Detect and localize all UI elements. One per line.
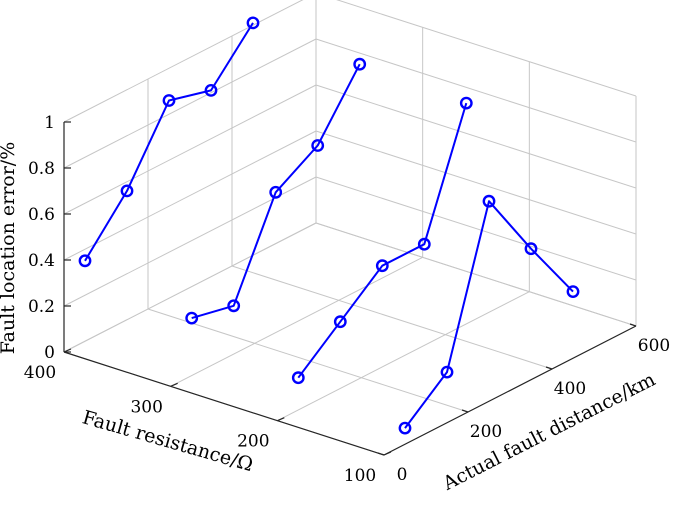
grid-layer xyxy=(63,0,637,456)
data-point xyxy=(417,237,431,251)
grid-line xyxy=(315,38,637,143)
data-point xyxy=(204,84,218,97)
grid-line xyxy=(63,130,317,261)
x-tick-mark xyxy=(377,452,385,456)
data-point xyxy=(246,16,260,30)
z-tick-label: 0.8 xyxy=(28,159,55,179)
z-tick-label: 0.2 xyxy=(28,297,55,317)
data-point xyxy=(440,365,454,379)
x-axis-line xyxy=(383,325,637,456)
data-point xyxy=(311,139,325,152)
grid-line xyxy=(315,222,637,327)
series-layer xyxy=(78,16,580,435)
grid-line xyxy=(231,265,553,370)
x-tick-label: 0 xyxy=(397,465,408,485)
grid-line xyxy=(336,0,637,97)
x-tick-label: 200 xyxy=(470,422,502,442)
y-tick-label: 200 xyxy=(237,432,269,452)
data-point xyxy=(566,285,580,298)
data-point xyxy=(353,57,367,71)
data-point xyxy=(524,242,538,256)
data-point xyxy=(398,421,412,435)
series-resistance-100 xyxy=(398,194,580,435)
y-tick-label: 400 xyxy=(24,363,56,383)
data-point xyxy=(459,96,473,110)
grid-line xyxy=(170,256,423,387)
series-line xyxy=(191,63,361,320)
z-axis-label: Fault location error/% xyxy=(0,142,19,355)
data-point xyxy=(269,185,283,199)
series-resistance-200 xyxy=(291,96,473,385)
series-line xyxy=(297,102,468,379)
y-tick-mark xyxy=(170,382,178,387)
data-point xyxy=(482,194,496,208)
grid-line xyxy=(315,176,637,281)
data-point xyxy=(333,315,347,329)
x-tick-label: 600 xyxy=(638,336,670,356)
x-tick-mark xyxy=(461,409,469,413)
x-tick-mark xyxy=(545,366,553,370)
grid-line xyxy=(63,222,317,353)
y-axis-label: Fault resistance/Ω xyxy=(80,406,256,476)
x-tick-mark xyxy=(629,323,637,327)
data-point xyxy=(375,259,389,273)
series-line xyxy=(84,22,254,262)
grid-line xyxy=(147,308,469,413)
grid-line xyxy=(315,130,637,235)
x-tick-label: 400 xyxy=(554,379,586,399)
data-point xyxy=(227,299,241,313)
y-tick-label: 300 xyxy=(130,397,162,417)
y-tick-mark xyxy=(277,417,285,422)
data-point xyxy=(162,94,176,107)
z-tick-label: 0.6 xyxy=(28,205,55,225)
data-point xyxy=(120,184,134,198)
series-line xyxy=(404,200,574,429)
series-resistance-300 xyxy=(185,57,367,325)
z-tick-label: 0.4 xyxy=(28,251,55,271)
z-tick-label: 1 xyxy=(44,113,55,133)
grid-line xyxy=(63,84,317,215)
z-tick-label: 0 xyxy=(44,343,55,363)
grid-line xyxy=(277,291,530,422)
series-resistance-400 xyxy=(78,16,260,268)
y-tick-mark xyxy=(383,451,392,456)
data-point xyxy=(185,311,199,325)
data-point xyxy=(291,371,305,385)
grid-line xyxy=(63,0,304,123)
axis-layer xyxy=(63,121,637,456)
grid-line xyxy=(63,38,317,169)
grid-line xyxy=(315,84,637,189)
y-tick-label: 100 xyxy=(344,466,376,486)
data-point xyxy=(78,254,92,268)
y-axis-line xyxy=(63,351,385,456)
